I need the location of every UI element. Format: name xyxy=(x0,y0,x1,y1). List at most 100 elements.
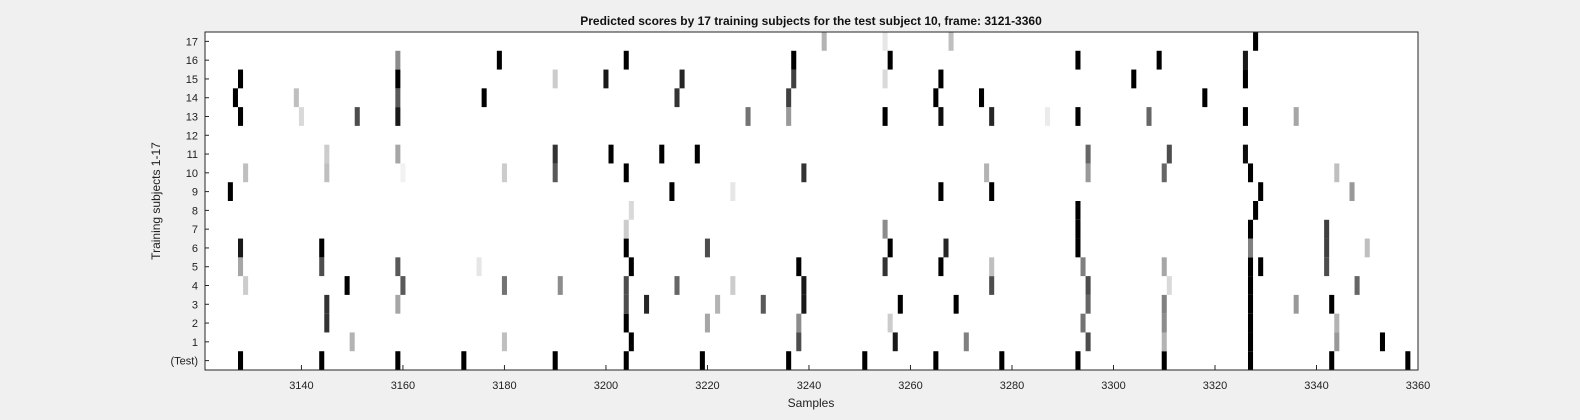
x-tick-label: 3240 xyxy=(797,380,821,392)
heatmap-cell xyxy=(243,276,249,295)
heatmap-cell xyxy=(989,107,995,126)
heatmap-cell xyxy=(801,276,807,295)
heatmap-cell xyxy=(623,313,629,333)
x-tick-label: 3360 xyxy=(1406,380,1430,392)
heatmap-cell xyxy=(1080,257,1086,277)
heatmap-cell xyxy=(1242,144,1248,164)
heatmap-cell xyxy=(395,69,401,89)
heatmap-cell xyxy=(1354,276,1360,295)
heatmap-cell xyxy=(1253,201,1259,220)
heatmap-cell xyxy=(1247,351,1254,370)
heatmap-cell xyxy=(882,32,888,51)
heatmap-cells xyxy=(227,32,1411,370)
heatmap-cell xyxy=(349,332,355,352)
heatmap-cell xyxy=(1085,163,1091,183)
heatmap-cell xyxy=(324,294,330,314)
heatmap-cell xyxy=(238,107,244,126)
heatmap-cell xyxy=(933,88,939,108)
heatmap-cell xyxy=(699,351,705,370)
heatmap-cell xyxy=(1075,50,1081,70)
y-tick-label: 2 xyxy=(192,318,198,330)
heatmap-cell xyxy=(1044,107,1051,126)
heatmap-cell xyxy=(1334,313,1340,333)
heatmap-cell xyxy=(1085,276,1091,295)
heatmap-cell xyxy=(501,332,507,352)
x-tick-label: 3200 xyxy=(594,380,618,392)
heatmap-cell xyxy=(1242,107,1248,126)
heatmap-cell xyxy=(1202,88,1208,108)
y-tick-label: 1 xyxy=(192,337,198,349)
y-tick-label: 4 xyxy=(192,281,198,293)
heatmap-cell xyxy=(862,351,868,370)
heatmap-cell xyxy=(1075,201,1081,220)
x-axis: 3140 3160 3180 3200 3220 3240 3260 3280 3300 3320… xyxy=(289,365,1430,392)
heatmap-cell xyxy=(238,351,244,370)
heatmap-cell xyxy=(1242,50,1248,70)
heatmap-cell xyxy=(344,276,350,295)
heatmap-cell xyxy=(887,313,893,333)
heatmap-cell xyxy=(791,69,797,89)
heatmap-cell xyxy=(324,163,330,183)
heatmap-cell xyxy=(1156,50,1162,70)
heatmap-cell xyxy=(395,50,401,70)
heatmap-cell xyxy=(476,257,482,277)
heatmap-cell xyxy=(324,313,330,333)
heatmap-cell xyxy=(1258,182,1264,201)
heatmap-cell xyxy=(603,69,609,89)
heatmap-cell xyxy=(623,219,629,239)
x-tick-label: 3180 xyxy=(492,380,516,392)
x-tick-label: 3300 xyxy=(1101,380,1125,392)
heatmap-cell xyxy=(461,351,467,370)
heatmap-cell xyxy=(938,257,944,277)
heatmap-cell xyxy=(938,69,944,89)
heatmap-cell xyxy=(496,50,502,70)
heatmap-cell xyxy=(943,238,949,258)
heatmap-cell xyxy=(1329,294,1335,314)
heatmap-cell xyxy=(1161,313,1167,333)
heatmap-cell xyxy=(1161,351,1167,370)
heatmap-cell xyxy=(227,182,233,201)
heatmap-cell xyxy=(963,332,969,352)
heatmap-cell xyxy=(552,69,558,89)
y-tick-label: 5 xyxy=(192,262,198,274)
y-tick-label: 3 xyxy=(192,299,198,311)
heatmap-cell xyxy=(1161,257,1167,277)
heatmap-cell xyxy=(395,144,401,164)
y-tick-label: 13 xyxy=(186,112,198,124)
heatmap-cell xyxy=(319,257,325,277)
heatmap-cell xyxy=(1166,276,1172,295)
y-tick-label: 8 xyxy=(192,205,198,217)
heatmap-cell xyxy=(557,276,563,295)
x-tick-label: 3260 xyxy=(898,380,922,392)
heatmap-cell xyxy=(552,144,558,164)
x-tick-label: 3140 xyxy=(289,380,313,392)
heatmap-cell xyxy=(786,107,792,126)
y-axis-label: Training subjects 1-17 xyxy=(149,142,163,260)
heatmap-cell xyxy=(400,276,406,295)
heatmap-cell xyxy=(628,332,634,352)
heatmap-cell xyxy=(933,351,939,370)
heatmap-cell xyxy=(1161,332,1167,352)
heatmap-cell xyxy=(897,294,903,314)
heatmap-cell xyxy=(989,276,995,295)
heatmap-cell xyxy=(1324,238,1330,258)
heatmap-cell xyxy=(481,88,487,108)
heatmap-cell xyxy=(999,351,1005,370)
heatmap-cell xyxy=(801,294,807,314)
plot-frame xyxy=(204,31,1419,371)
heatmap-cell xyxy=(1075,238,1081,258)
heatmap-cell xyxy=(1085,294,1091,314)
heatmap-cell xyxy=(760,294,766,314)
heatmap-cell xyxy=(623,163,629,183)
heatmap-cell xyxy=(238,69,244,89)
heatmap-cell xyxy=(882,107,888,126)
heatmap-cell xyxy=(1253,32,1259,51)
heatmap-cell xyxy=(324,144,330,164)
heatmap-cell xyxy=(1364,238,1370,258)
heatmap-cell xyxy=(1247,163,1254,183)
heatmap-cell xyxy=(989,257,995,277)
y-tick-label: 7 xyxy=(192,224,198,236)
heatmap-cell xyxy=(319,238,325,258)
